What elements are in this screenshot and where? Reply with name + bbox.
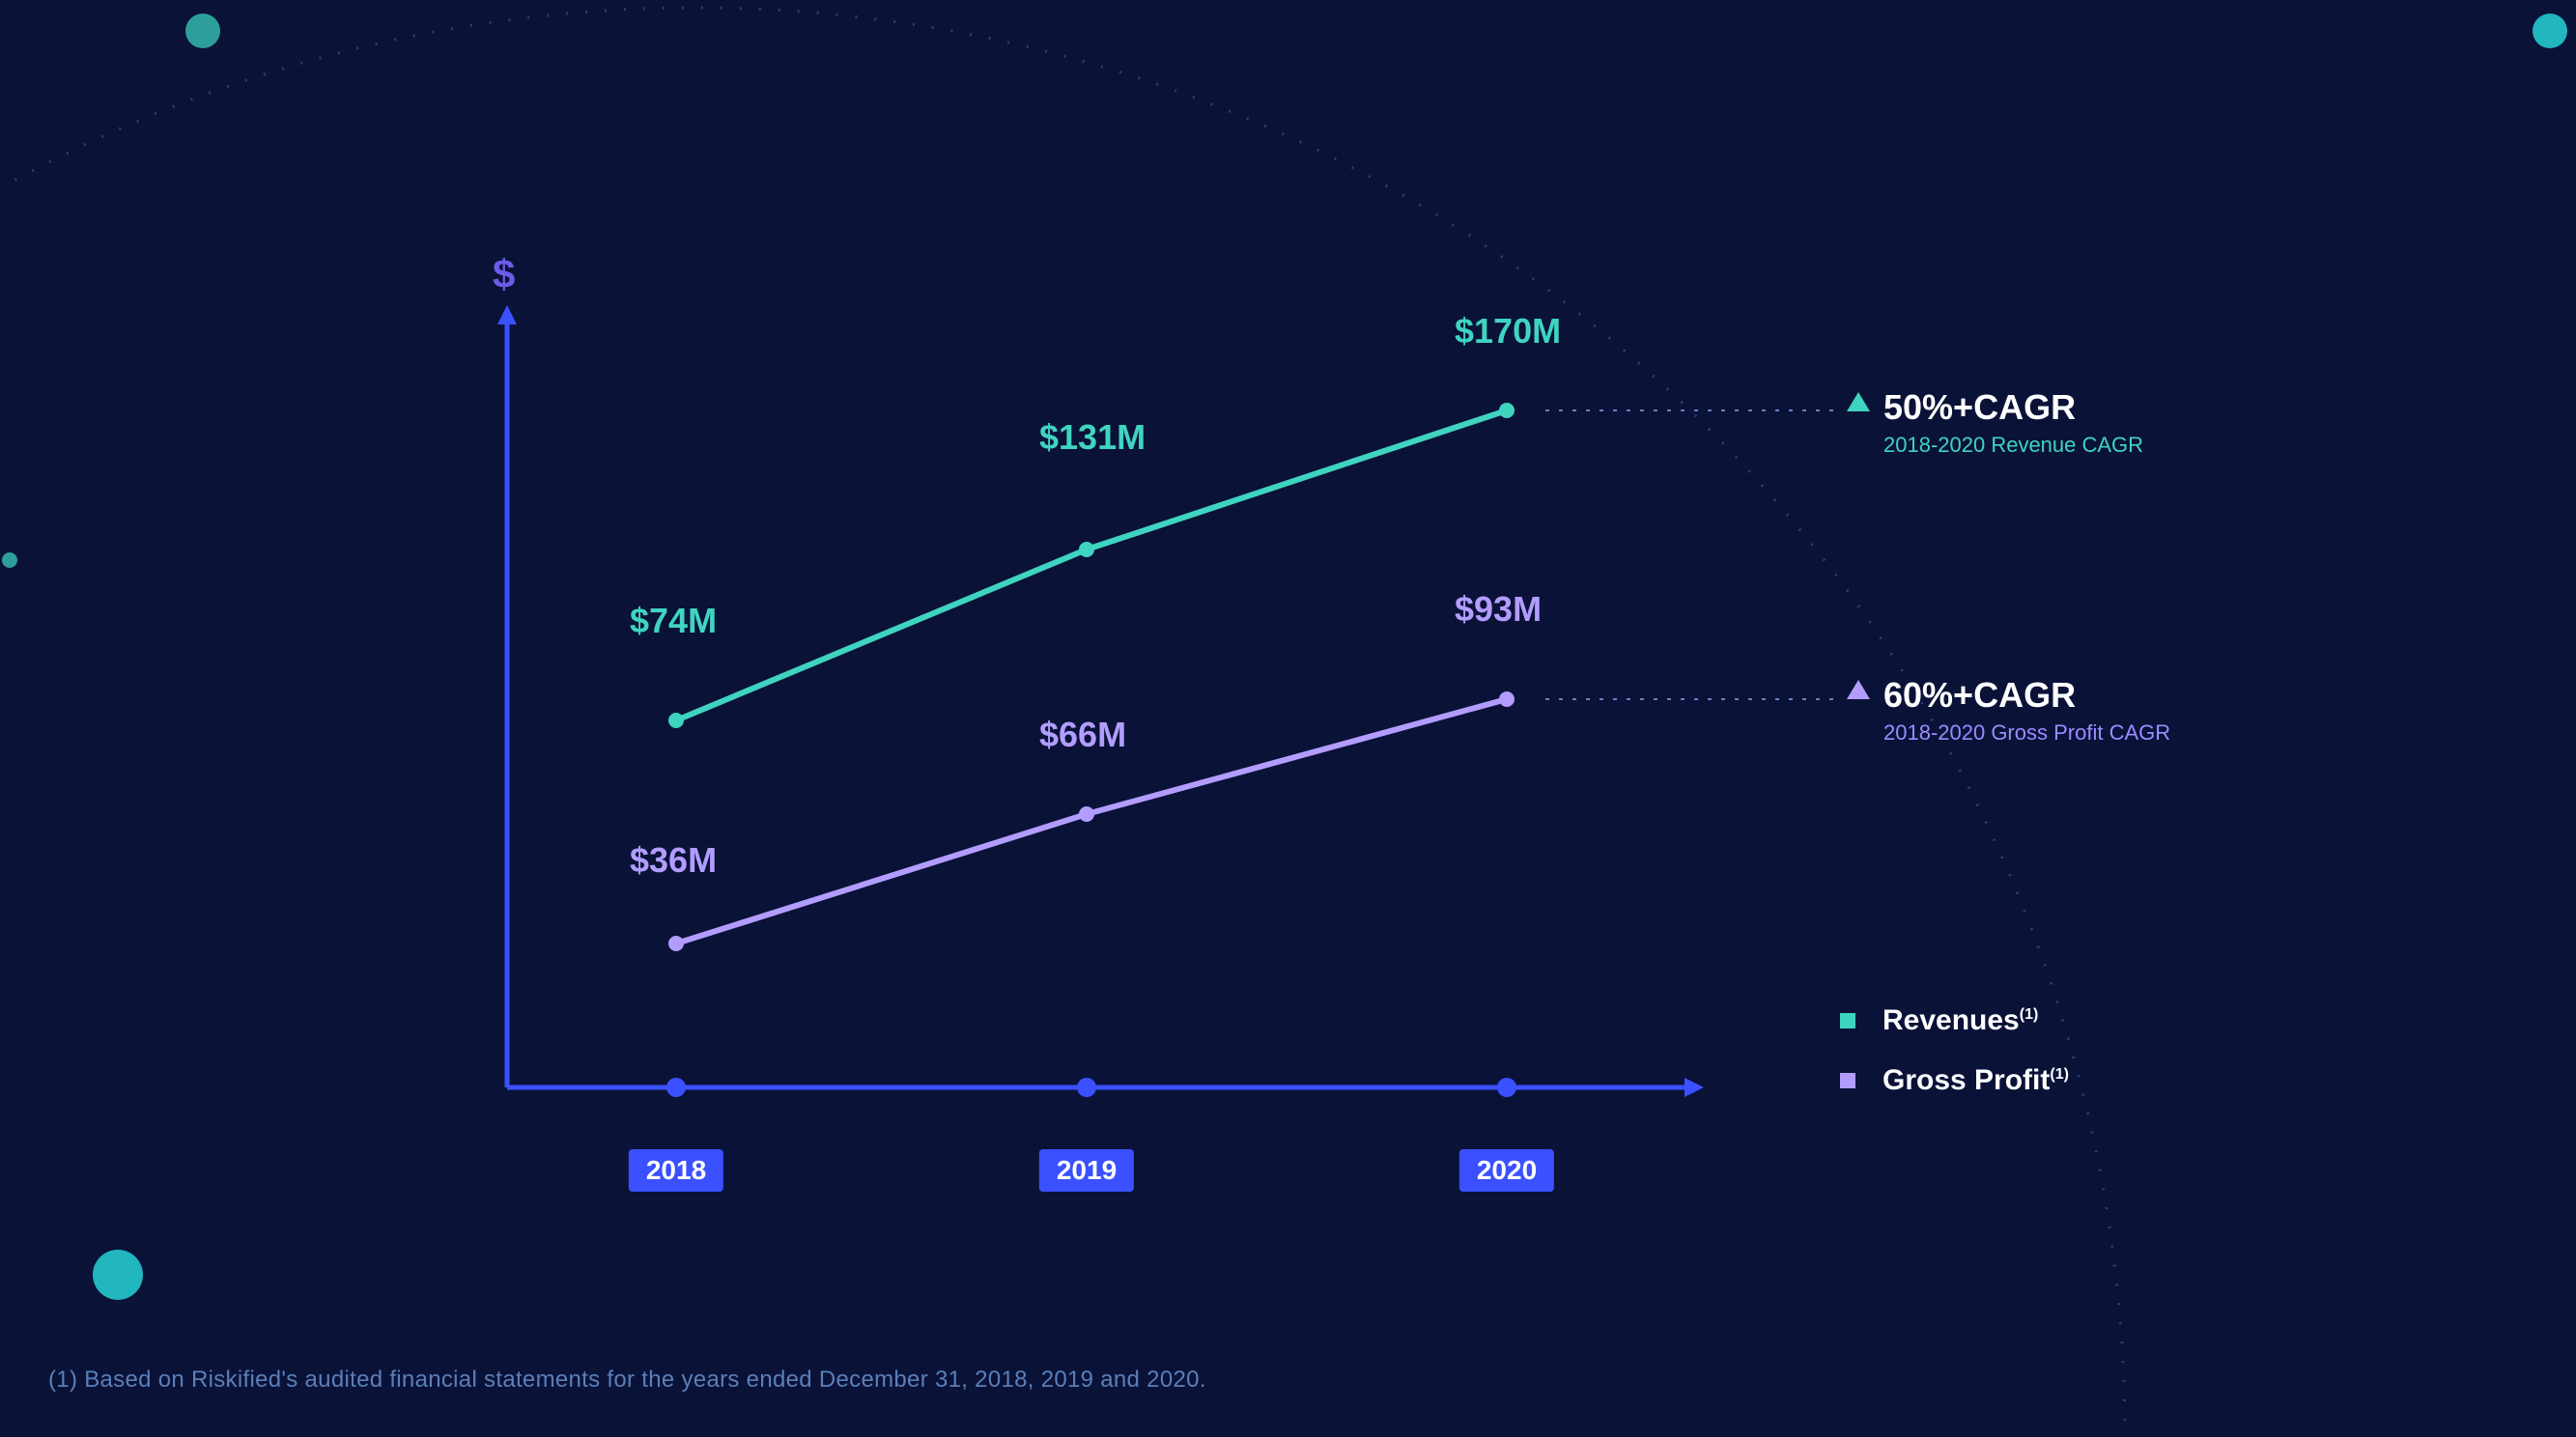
decorative-dot [2, 552, 17, 568]
series-point-gp [1079, 806, 1094, 822]
data-label-gp: $93M [1455, 589, 1542, 630]
decorative-dot [185, 14, 220, 48]
data-label-rev: $170M [1455, 311, 1561, 352]
connector-lines [1545, 410, 1840, 699]
up-arrow-icon [1847, 680, 1870, 699]
x-tick-dot [1077, 1078, 1096, 1097]
series-lines [676, 410, 1507, 944]
footnote: (1) Based on Riskified's audited financi… [48, 1367, 1206, 1394]
legend-item-rev: Revenues(1) [1840, 1004, 2069, 1037]
data-label-rev: $74M [630, 601, 717, 641]
callout-rev: 50%+CAGR 2018-2020 Revenue CAGR [1883, 388, 2143, 458]
callout-subtitle: 2018-2020 Gross Profit CAGR [1883, 720, 2170, 746]
series-point-rev [668, 713, 684, 728]
decorative-dots [2, 14, 2567, 1300]
x-tick-label: 2020 [1459, 1149, 1554, 1192]
data-label-gp: $66M [1039, 715, 1126, 755]
up-arrow-icon [1847, 392, 1870, 411]
x-tick-label: 2018 [629, 1149, 723, 1192]
callout-gp: 60%+CAGR 2018-2020 Gross Profit CAGR [1883, 676, 2170, 746]
decorative-dot [2533, 14, 2567, 48]
series-point-gp [1499, 691, 1514, 707]
legend-swatch [1840, 1013, 1855, 1028]
callout-title: 60%+CAGR [1883, 676, 2170, 715]
chart-svg [0, 0, 2576, 1437]
x-tick-dot [1497, 1078, 1516, 1097]
callout-title: 50%+CAGR [1883, 388, 2143, 427]
legend-item-gp: Gross Profit(1) [1840, 1064, 2069, 1097]
callout-subtitle: 2018-2020 Revenue CAGR [1883, 433, 2143, 458]
series-point-rev [1499, 403, 1514, 418]
x-tick-dot [666, 1078, 686, 1097]
data-label-rev: $131M [1039, 417, 1146, 458]
y-axis-dollar-icon: $ [493, 251, 515, 297]
legend: Revenues(1) Gross Profit(1) [1840, 1004, 2069, 1124]
series-point-rev [1079, 542, 1094, 557]
legend-label: Gross Profit(1) [1882, 1064, 2069, 1097]
x-tick-label: 2019 [1039, 1149, 1134, 1192]
legend-label: Revenues(1) [1882, 1004, 2038, 1037]
series-points [668, 403, 1514, 951]
legend-swatch [1840, 1073, 1855, 1088]
data-label-gp: $36M [630, 840, 717, 881]
series-point-gp [668, 936, 684, 951]
decorative-dot [93, 1250, 143, 1300]
